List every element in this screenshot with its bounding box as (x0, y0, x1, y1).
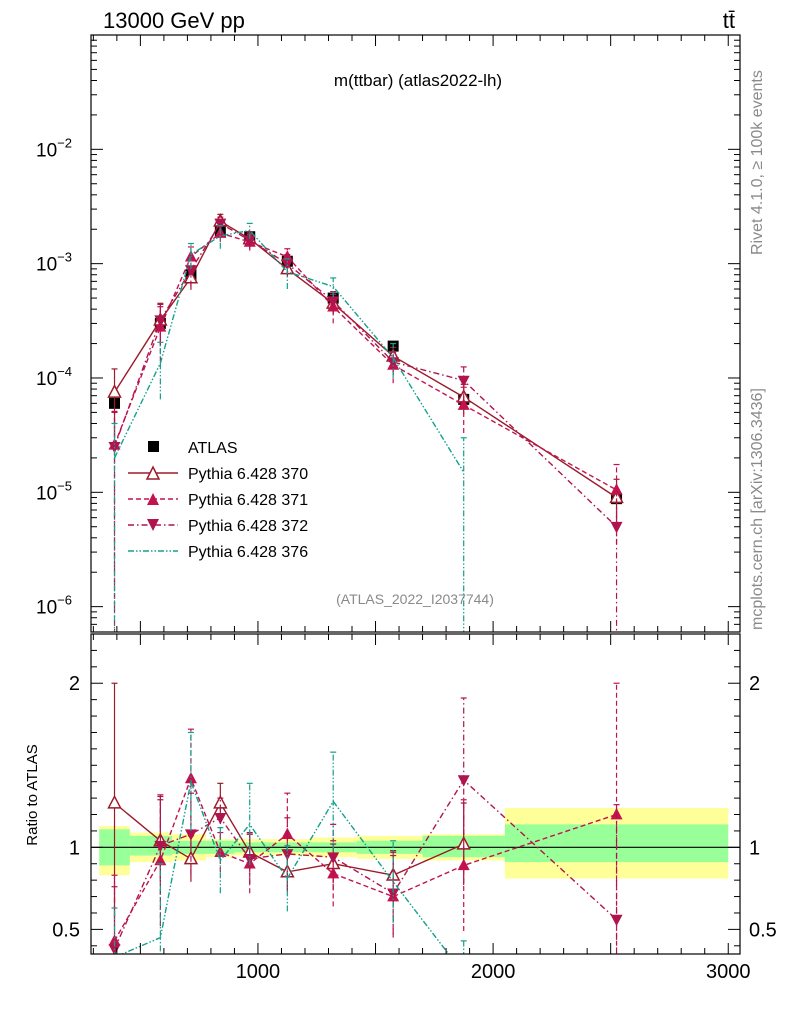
legend-marker-p372 (147, 519, 159, 531)
ratio-line-p371 (113, 776, 617, 942)
ratio-point-p372 (610, 914, 623, 927)
legend-marker-p371 (147, 493, 159, 505)
legend-label-p371: Pythia 6.428 371 (188, 492, 308, 509)
x-tick-label: 2000 (471, 961, 516, 983)
chart-title: m(ttbar) (atlas2022-lh) (334, 71, 502, 90)
ratio-point-p372 (387, 888, 400, 900)
ratio-ytick-label-left: 2 (69, 673, 80, 695)
top-plot-frame (90, 34, 741, 633)
point-p372 (154, 315, 167, 327)
point-p372 (214, 218, 227, 230)
x-tick-label: 3000 (706, 961, 751, 983)
watermark-label: (ATLAS_2022_I2037744) (336, 591, 494, 607)
point-p371 (610, 483, 623, 495)
legend: ATLAS Pythia 6.428 370 Pythia 6.428 371 … (128, 440, 308, 561)
point-p372 (610, 521, 623, 534)
ratio-series-p376 (111, 731, 467, 954)
point-p372 (457, 375, 470, 388)
ratio-line-p372 (113, 779, 617, 950)
series-p371 (108, 225, 623, 607)
point-p370 (107, 384, 122, 398)
top-ytick-exponent: −4 (57, 364, 72, 379)
ratio-ytick-label-right: 2 (749, 673, 760, 695)
ratio-point-p372 (184, 829, 197, 841)
legend-marker-p370 (145, 465, 161, 480)
ratio-point-p372 (154, 840, 167, 853)
main-panel: m(ttbar) (atlas2022-lh) (ATLAS_2022_I203… (36, 34, 741, 633)
legend-label-p376: Pythia 6.428 376 (188, 544, 308, 561)
top-ytick-label: 10−3 (36, 250, 72, 276)
top-ytick-exponent: −6 (57, 593, 72, 608)
ratio-axes: 0.5 0.5 1 1 2 2 1000 2000 3000 (52, 633, 777, 983)
point-p372 (243, 235, 256, 247)
ratio-line-p376 (120, 779, 450, 954)
legend-entry-p376: Pythia 6.428 376 (128, 544, 308, 561)
ratio-panel: 0.5 0.5 1 1 2 2 1000 2000 3000 Ratio to ATLAS (24, 633, 777, 983)
ratio-point-p370 (107, 794, 122, 809)
top-series-layer (107, 213, 624, 632)
point-p372 (327, 296, 340, 308)
point-p371 (457, 398, 470, 410)
legend-entry-p370: Pythia 6.428 370 (128, 465, 308, 483)
ratio-y-axis-label: Ratio to ATLAS (24, 744, 41, 845)
legend-label-p370: Pythia 6.428 370 (188, 466, 308, 483)
legend-marker-atlas (148, 441, 159, 452)
legend-entry-p371: Pythia 6.428 371 (128, 492, 308, 509)
series-atlas (109, 226, 623, 505)
ratio-ytick-label-left: 0.5 (52, 919, 80, 941)
ratio-plot-frame (90, 633, 741, 955)
top-ytick-exponent: −2 (57, 135, 72, 150)
series-p376 (111, 222, 467, 632)
mcplots-label: mcplots.cern.ch [arXiv:1306.3436] (749, 388, 766, 630)
ratio-point-p371 (457, 858, 470, 871)
ratio-ytick-label-right: 1 (749, 837, 760, 859)
line-p371 (113, 232, 617, 491)
top-ytick-label: 10−5 (36, 478, 72, 504)
legend-entry-p372: Pythia 6.428 372 (128, 518, 308, 535)
legend-label-atlas: ATLAS (188, 440, 238, 457)
rivet-version-label: Rivet 4.1.0, ≥ 100k events (749, 70, 766, 255)
ratio-ytick-label-left: 1 (69, 837, 80, 859)
point-p372 (184, 265, 197, 277)
line-p370 (113, 220, 617, 499)
x-tick-label: 1000 (236, 961, 281, 983)
line-p372 (113, 222, 617, 528)
ratio-point-p372 (214, 812, 227, 825)
ratio-point-p372 (327, 852, 340, 864)
process-label: tt̄ (723, 8, 735, 33)
top-ytick-label: 10−6 (36, 593, 72, 619)
point-p371 (184, 250, 197, 262)
top-ytick-label: 10−4 (36, 364, 72, 390)
ratio-ytick-label-right: 0.5 (749, 919, 777, 941)
top-ytick-exponent: −5 (57, 478, 72, 493)
top-axes: 10−6 10−5 10−4 10−3 10−2 (36, 34, 741, 633)
energy-label: 13000 GeV pp (103, 8, 245, 33)
legend-label-p372: Pythia 6.428 372 (188, 518, 308, 535)
ratio-point-p371 (154, 853, 167, 866)
ratio-point-p372 (457, 775, 470, 787)
legend-entry-atlas: ATLAS (148, 440, 238, 457)
top-ytick-exponent: −3 (57, 250, 72, 265)
ratio-series-layer (107, 682, 623, 954)
top-ytick-label: 10−2 (36, 135, 72, 161)
ratio-band-layer (91, 807, 740, 879)
